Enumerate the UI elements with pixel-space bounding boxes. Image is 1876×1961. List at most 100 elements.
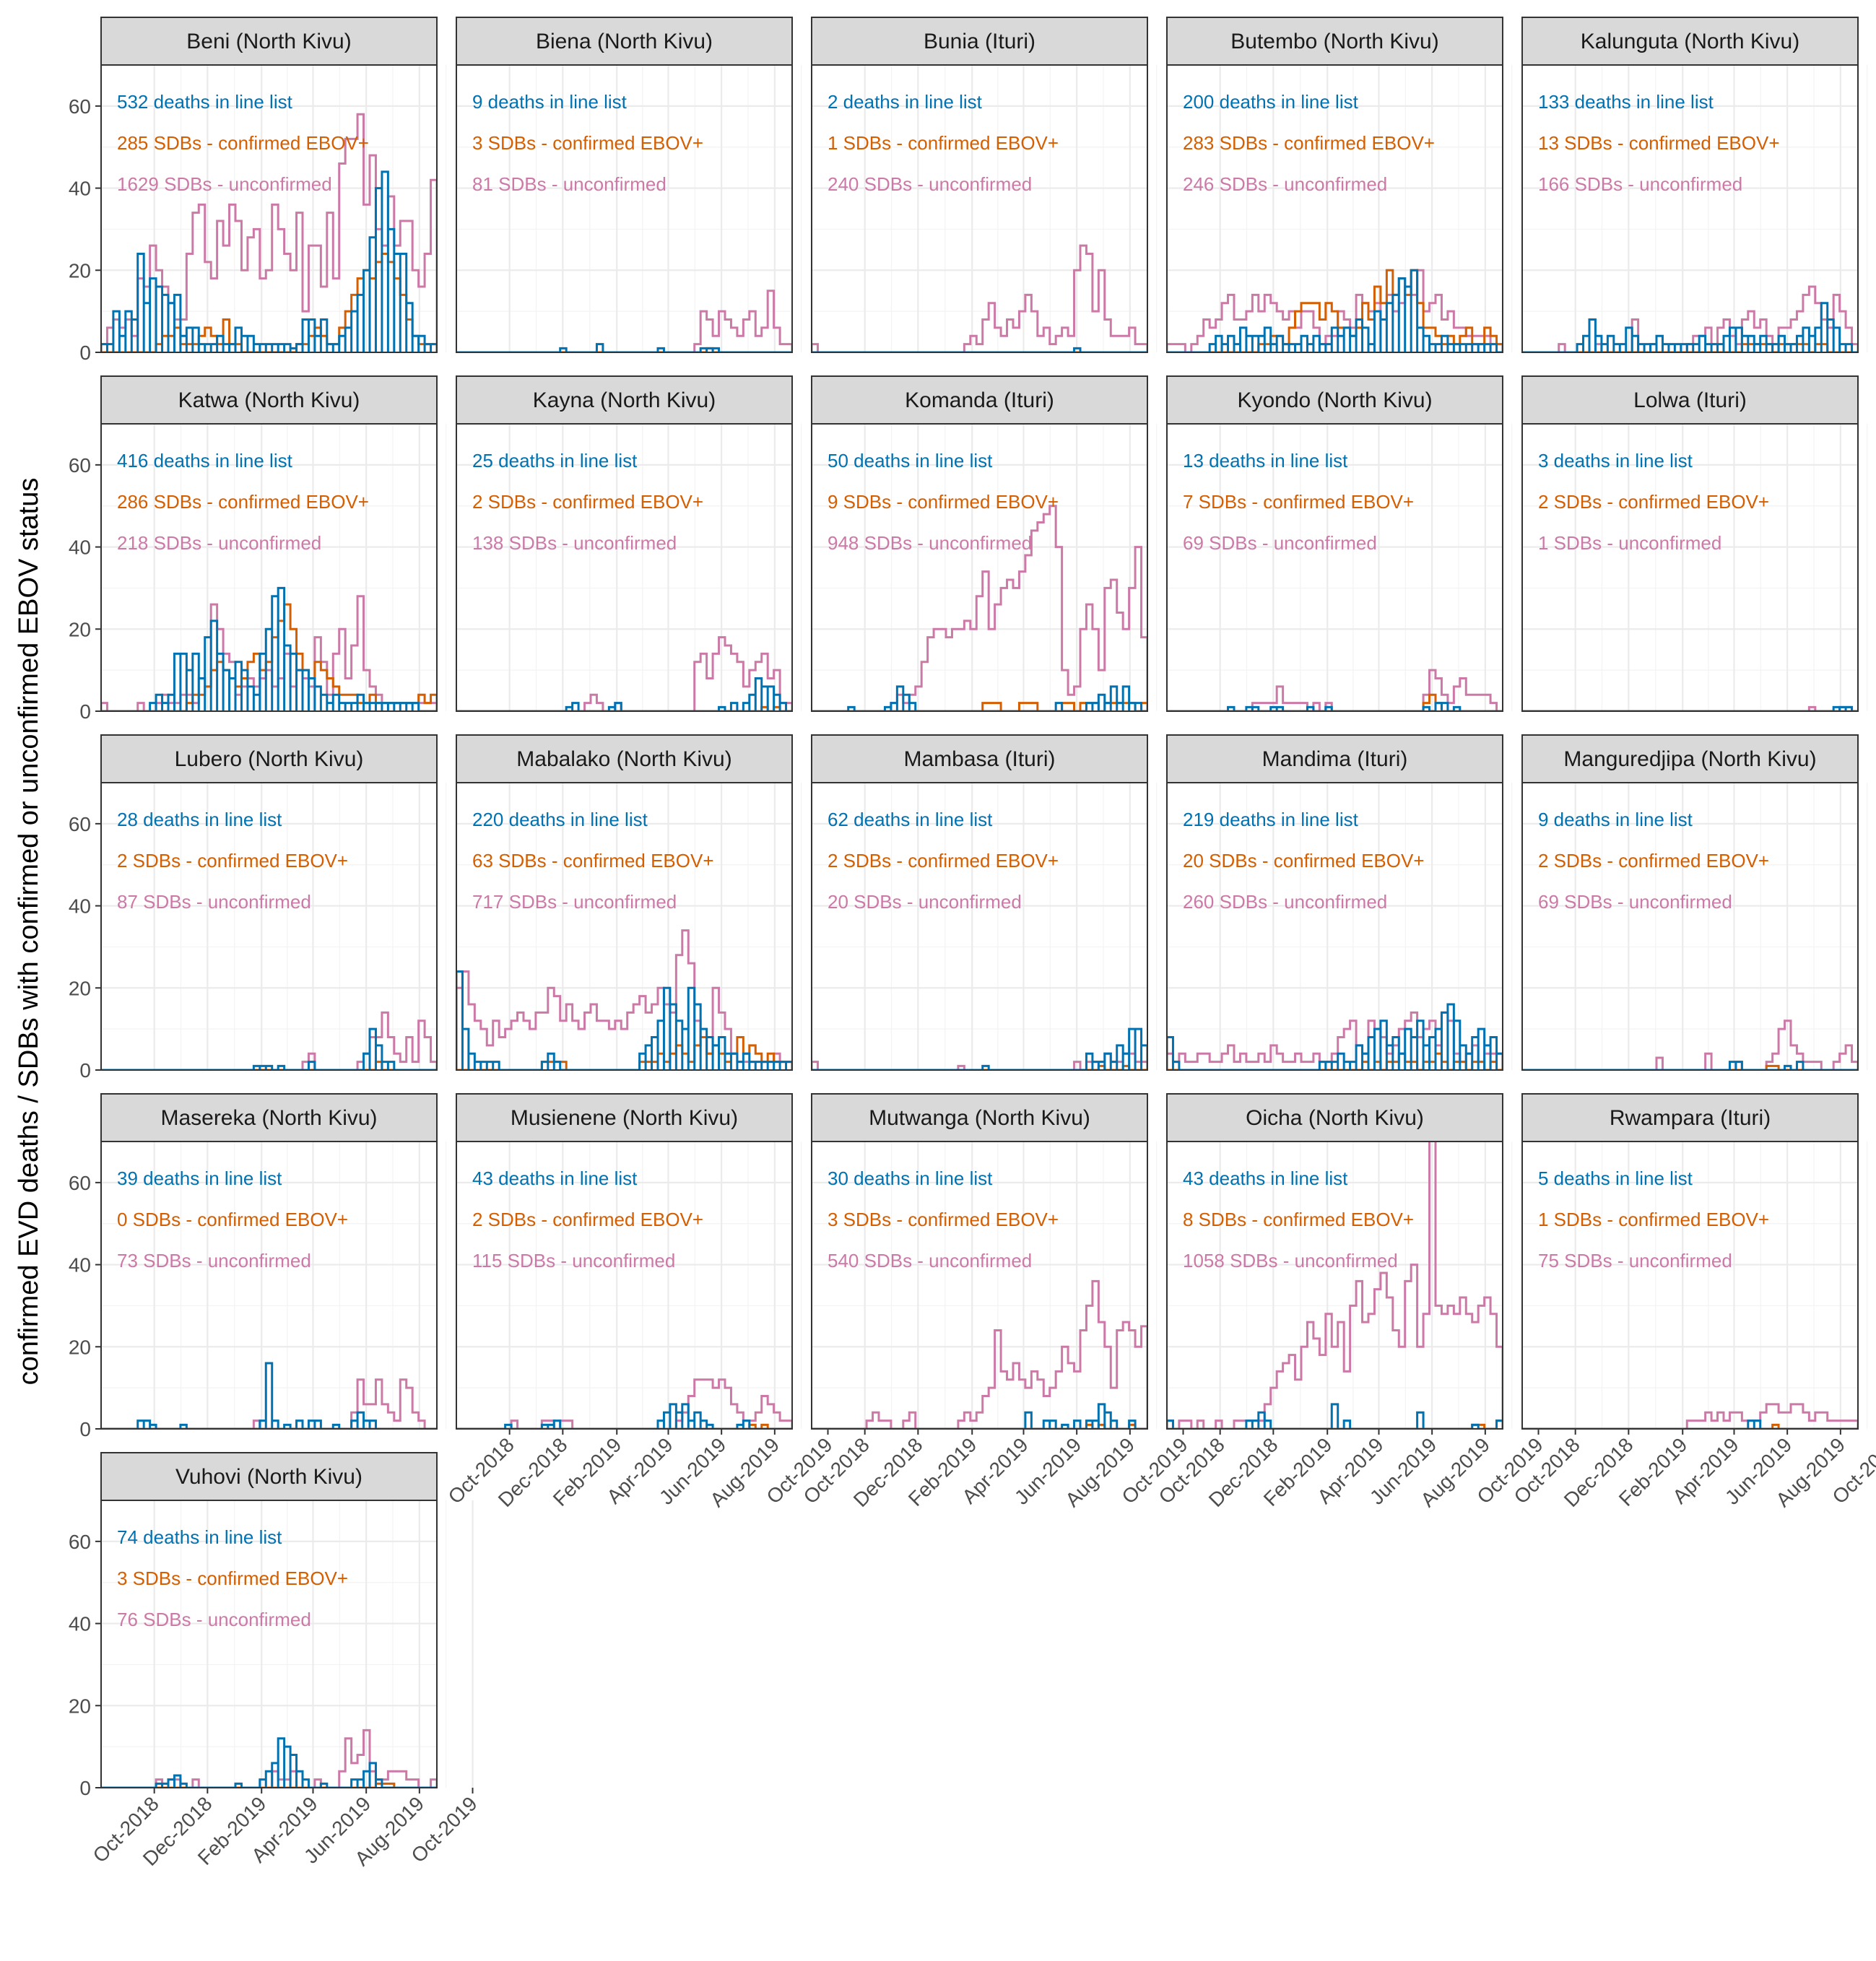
panel-background <box>812 783 1147 1070</box>
facet-panel: Lubero (North Kivu) 28 deaths in line lis… <box>69 734 474 1082</box>
series-unconfirmed-histogram <box>101 1011 437 1070</box>
facet-strip <box>100 17 438 66</box>
facet-title: Kalunguta (North Kivu) <box>1581 30 1800 53</box>
series-unconfirmed-histogram <box>1167 669 1503 711</box>
panel-background <box>1522 1142 1858 1429</box>
annotation-unconfirmed: 166 SDBs - unconfirmed <box>1538 173 1742 195</box>
facet-panel: Kyondo (North Kivu) 13 deaths in line lis… <box>1166 375 1540 713</box>
panel-border <box>1166 782 1503 1071</box>
facet-title: Manguredjipa (North Kivu) <box>1563 747 1816 771</box>
annotation-deaths: 25 deaths in line list <box>472 450 638 471</box>
panel-background <box>1167 424 1503 711</box>
series-unconfirmed-histogram <box>1167 269 1503 352</box>
facet-panel: Biena (North Kivu) 9 deaths in line list 3… <box>456 17 829 354</box>
series-unconfirmed-histogram <box>1167 1142 1503 1429</box>
annotation-deaths: 2 deaths in line list <box>828 91 983 113</box>
facet-strip <box>1521 734 1859 783</box>
facet-strip <box>456 375 793 425</box>
facet-strip <box>100 375 438 425</box>
y-tick-label: 20 <box>69 618 91 640</box>
facet-strip <box>811 17 1148 66</box>
panel-background <box>1167 1142 1503 1429</box>
facet-strip <box>100 1093 438 1142</box>
annotation-unconfirmed: 69 SDBs - unconfirmed <box>1183 532 1377 554</box>
y-tick-label: 60 <box>69 813 91 835</box>
panel-border <box>811 1141 1148 1430</box>
panel-border <box>456 64 793 353</box>
y-tick-label: 0 <box>79 342 91 364</box>
annotation-unconfirmed: 81 SDBs - unconfirmed <box>472 173 666 195</box>
annotation-confirmed: 13 SDBs - confirmed EBOV+ <box>1538 132 1780 154</box>
panel-border <box>1521 782 1859 1071</box>
annotation-confirmed: 2 SDBs - confirmed EBOV+ <box>117 850 348 871</box>
annotation-unconfirmed: 1629 SDBs - unconfirmed <box>117 173 332 195</box>
facet-panel: Katwa (North Kivu) 416 deaths in line lis… <box>69 375 474 723</box>
annotation-confirmed: 7 SDBs - confirmed EBOV+ <box>1183 491 1414 513</box>
annotation-deaths: 43 deaths in line list <box>472 1168 638 1189</box>
annotation-deaths: 3 deaths in line list <box>1538 450 1693 471</box>
panel-background <box>812 424 1147 711</box>
annotation-unconfirmed: 75 SDBs - unconfirmed <box>1538 1250 1732 1271</box>
annotation-unconfirmed: 218 SDBs - unconfirmed <box>117 532 321 554</box>
annotation-confirmed: 2 SDBs - confirmed EBOV+ <box>828 850 1059 871</box>
panel-background <box>1522 783 1858 1070</box>
annotation-unconfirmed: 717 SDBs - unconfirmed <box>472 891 677 913</box>
panel-border <box>100 1500 438 1788</box>
facet-title: Musienene (North Kivu) <box>511 1106 738 1130</box>
facet-panel: Oicha (North Kivu) 43 deaths in line list… <box>1155 1093 1547 1511</box>
facet-title: Mutwanga (North Kivu) <box>869 1106 1090 1130</box>
annotation-confirmed: 63 SDBs - confirmed EBOV+ <box>472 850 714 871</box>
y-tick-label: 40 <box>69 895 91 918</box>
annotation-confirmed: 0 SDBs - confirmed EBOV+ <box>117 1209 348 1230</box>
annotation-deaths: 43 deaths in line list <box>1183 1168 1348 1189</box>
facet-title: Masereka (North Kivu) <box>160 1106 377 1130</box>
annotation-deaths: 200 deaths in line list <box>1183 91 1359 113</box>
annotation-confirmed: 285 SDBs - confirmed EBOV+ <box>117 132 369 154</box>
series-deaths-histogram <box>456 1403 792 1429</box>
y-axis-title: confirmed EVD deaths / SDBs with confirm… <box>14 478 44 1386</box>
annotation-unconfirmed: 1058 SDBs - unconfirmed <box>1183 1250 1398 1271</box>
series-deaths-histogram <box>812 685 1147 711</box>
facet-panel: Butembo (North Kivu) 200 deaths in line l… <box>1166 17 1540 354</box>
y-tick-label: 20 <box>69 1695 91 1717</box>
annotation-deaths: 30 deaths in line list <box>828 1168 993 1189</box>
annotation-deaths: 5 deaths in line list <box>1538 1168 1693 1189</box>
annotation-confirmed: 1 SDBs - confirmed EBOV+ <box>1538 1209 1769 1230</box>
series-deaths-histogram <box>101 1362 437 1429</box>
annotation-deaths: 220 deaths in line list <box>472 809 648 830</box>
series-unconfirmed-histogram <box>1522 1403 1858 1429</box>
annotation-confirmed: 2 SDBs - confirmed EBOV+ <box>472 491 703 513</box>
facet-panel: Mandima (Ituri) 219 deaths in line list 20… <box>1166 734 1540 1071</box>
facet-strip <box>1521 375 1859 425</box>
facet-title: Beni (North Kivu) <box>186 30 351 53</box>
annotation-confirmed: 3 SDBs - confirmed EBOV+ <box>117 1568 348 1589</box>
annotation-deaths: 62 deaths in line list <box>828 809 993 830</box>
panel-border <box>100 423 438 712</box>
series-confirmed-histogram <box>101 1782 437 1788</box>
facet-title: Mabalako (North Kivu) <box>516 747 731 771</box>
series-unconfirmed-histogram <box>1522 1019 1858 1070</box>
facet-title: Lolwa (Ituri) <box>1633 388 1747 412</box>
annotation-confirmed: 3 SDBs - confirmed EBOV+ <box>472 132 703 154</box>
panel-border <box>811 423 1148 712</box>
series-deaths-histogram <box>1167 1003 1503 1070</box>
facet-panel: Mambasa (Ituri) 62 deaths in line list 2 S… <box>811 734 1184 1071</box>
annotation-confirmed: 3 SDBs - confirmed EBOV+ <box>828 1209 1059 1230</box>
panel-border <box>811 64 1148 353</box>
series-deaths-histogram <box>101 1027 437 1070</box>
facet-title: Biena (North Kivu) <box>536 30 713 53</box>
annotation-unconfirmed: 138 SDBs - unconfirmed <box>472 532 677 554</box>
panel-border <box>1166 423 1503 712</box>
facet-title: Vuhovi (North Kivu) <box>175 1465 362 1489</box>
annotation-unconfirmed: 76 SDBs - unconfirmed <box>117 1609 311 1630</box>
annotation-deaths: 133 deaths in line list <box>1538 91 1714 113</box>
y-tick-label: 40 <box>69 1613 91 1635</box>
facet-strip <box>1521 17 1859 66</box>
y-tick-label: 0 <box>79 1777 91 1799</box>
annotation-confirmed: 8 SDBs - confirmed EBOV+ <box>1183 1209 1414 1230</box>
facet-strip <box>1166 375 1503 425</box>
annotation-deaths: 13 deaths in line list <box>1183 450 1348 471</box>
annotation-deaths: 74 deaths in line list <box>117 1526 282 1548</box>
facet-strip <box>811 734 1148 783</box>
annotation-unconfirmed: 240 SDBs - unconfirmed <box>828 173 1032 195</box>
